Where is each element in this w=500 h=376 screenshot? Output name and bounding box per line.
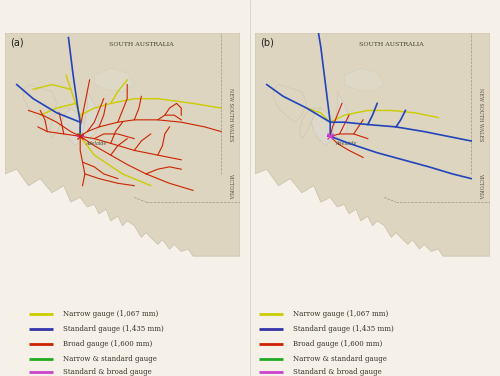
- Text: Broad gauge (1,600 mm): Broad gauge (1,600 mm): [62, 340, 152, 349]
- Text: Standard gauge (1,435 mm): Standard gauge (1,435 mm): [293, 325, 394, 334]
- Text: Narrow & standard gauge: Narrow & standard gauge: [293, 355, 387, 364]
- Polygon shape: [332, 92, 349, 139]
- Text: Standard & broad gauge: Standard & broad gauge: [62, 368, 152, 376]
- Text: Standard & broad gauge: Standard & broad gauge: [293, 368, 382, 376]
- Polygon shape: [24, 85, 56, 122]
- Text: Narrow gauge (1,067 mm): Narrow gauge (1,067 mm): [293, 310, 388, 318]
- Text: SOUTH AUSTRALIA: SOUTH AUSTRALIA: [359, 42, 424, 47]
- Text: Narrow gauge (1,067 mm): Narrow gauge (1,067 mm): [62, 310, 158, 318]
- Text: VICTORIA: VICTORIA: [478, 173, 483, 198]
- Text: Adelaide: Adelaide: [85, 141, 106, 146]
- Text: Adelaide: Adelaide: [335, 141, 356, 146]
- Polygon shape: [50, 108, 71, 139]
- Polygon shape: [312, 108, 335, 146]
- Text: SOUTH AUSTRALIA: SOUTH AUSTRALIA: [109, 42, 174, 47]
- Text: (b): (b): [260, 38, 274, 48]
- Polygon shape: [300, 108, 321, 139]
- Text: Narrow & standard gauge: Narrow & standard gauge: [62, 355, 156, 364]
- Text: (a): (a): [10, 38, 24, 48]
- Text: Standard gauge (1,435 mm): Standard gauge (1,435 mm): [62, 325, 164, 334]
- Polygon shape: [5, 33, 240, 256]
- Text: NEW SOUTH WALES: NEW SOUTH WALES: [228, 88, 233, 142]
- Polygon shape: [62, 108, 85, 146]
- Polygon shape: [82, 92, 99, 139]
- Polygon shape: [344, 68, 384, 92]
- Text: Broad gauge (1,600 mm): Broad gauge (1,600 mm): [293, 340, 382, 349]
- Polygon shape: [94, 68, 134, 92]
- Polygon shape: [255, 33, 490, 256]
- Text: NEW SOUTH WALES: NEW SOUTH WALES: [478, 88, 483, 142]
- Polygon shape: [274, 85, 306, 122]
- Text: VICTORIA: VICTORIA: [228, 173, 233, 198]
